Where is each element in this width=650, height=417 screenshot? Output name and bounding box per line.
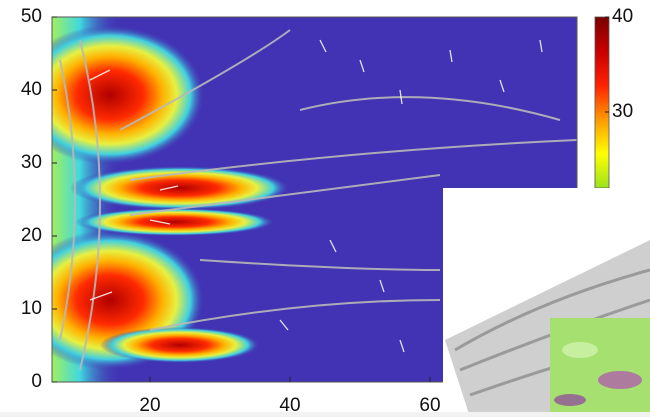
y-tick-label: 50 — [21, 6, 42, 27]
y-tick-label: 40 — [21, 79, 42, 100]
y-tick-label: 30 — [21, 152, 42, 173]
y-tick-label: 20 — [21, 225, 42, 246]
colorbar — [595, 17, 609, 188]
figure: 010203040502040603040 — [0, 0, 650, 417]
y-tick-label: 0 — [31, 371, 42, 392]
colorbar-tick-label: 30 — [612, 101, 633, 122]
colorbar-tick-label: 40 — [612, 6, 633, 27]
y-tick-label: 10 — [21, 298, 42, 319]
